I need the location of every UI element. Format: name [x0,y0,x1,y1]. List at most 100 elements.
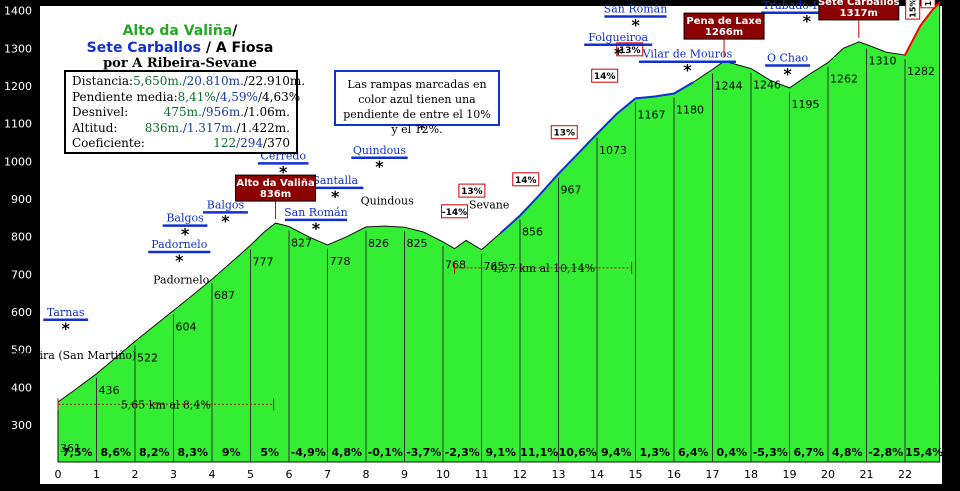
stats-value-3: /22.910m. [243,74,306,88]
place-marker-icon: * [175,251,184,270]
summit-box [683,12,765,40]
summit-name: Pena de Laxe [686,16,761,27]
ramp-label-box [920,0,936,9]
y-tick-label: 700 [11,268,32,281]
x-tick-label: 19 [783,468,797,481]
segment-gradient-label: 9,1% [485,446,516,459]
y-tick-label: 600 [11,306,32,319]
y-tick-label: 1400 [4,5,32,18]
place-marker-icon: * [614,44,623,63]
title-line2-sep: / [200,40,216,56]
stats-value-2: /1.317m. [182,120,237,135]
place-marker-icon: * [683,61,692,80]
stats-value-2: /294 [236,136,264,150]
ramp-label-vertical: 15% - 18% [924,0,933,6]
ramp-label: 13% [554,129,576,139]
place-marker-icon: * [375,157,384,176]
spot-height-label: 826 [368,237,389,250]
y-tick-label: 900 [11,193,32,206]
x-tick-label: 14 [590,468,604,481]
spot-height-label: 765 [484,260,505,273]
place-label: A Ribeira (San Martiño) [2,349,137,362]
stats-row: Desnivel: 475m./956m./1.06m. [72,105,290,121]
title-line1: Alto da Valiña [122,23,233,39]
segment-gradient-label: 4,8% [331,446,362,459]
place-marker-icon: * [279,162,288,181]
segment-gradient-label: 6,7% [793,446,824,459]
stats-value-3: /4,63% [257,89,301,104]
segment-gradient-label: -0,1% [368,446,403,459]
segment-gradient-label: 9% [222,446,241,459]
segment-gradient-label: 11,1% [520,446,558,459]
segment-gradient-label: -3,7% [406,446,441,459]
place-label: Quindous [353,144,406,157]
spot-height-label: 1167 [638,108,666,121]
summit-altitude: 1317m [840,8,878,19]
stats-row: Altitud: 836m./1.317m./1.422m. [72,121,290,137]
stats-label: Desnivel: [72,105,129,119]
stats-value-2: /956m. [201,105,245,119]
segment-gradient-label: -5,3% [753,446,788,459]
segment-gradient-label: 9,4% [601,446,632,459]
ramp-label: 14% [594,72,616,82]
stats-label: Altitud: [72,120,118,135]
title-line2a: Sete Carballos [86,40,201,56]
place-label: Folgueiroa [588,31,648,44]
title-line1-sep: / [232,23,238,39]
place-label: Vilar de Mouros [642,48,733,61]
spot-height-label: 1422 [942,12,960,25]
ramp-label-box [550,125,578,140]
stats-value-1: 8,41% [177,89,216,104]
stats-value-1: 5,650m. [133,74,183,88]
spot-height-label: 436 [99,384,120,397]
stats-box: Distancia: 5,650m./20.810m./22.910m. Pend… [64,70,305,154]
stats-row: Pendiente media: 8,41%/4,59%/4,63% [72,89,300,106]
segment-gradient-label: 4,8% [832,446,863,459]
x-tick-label: 18 [744,468,758,481]
title-line2b: A Fiosa [215,40,274,56]
x-tick-label: 16 [667,468,681,481]
place-marker-icon: * [631,16,640,35]
spot-height-label: 604 [176,320,197,333]
stats-value-1: 836m. [144,120,183,135]
ramp-label-box [616,42,644,57]
place-label: Balgos [207,198,245,211]
spot-height-label: 1180 [676,104,704,117]
ramp-label-box [441,204,469,219]
x-tick-label: 2 [132,468,139,481]
segment-gradient-label: -2,8% [868,446,903,459]
stats-label: Coeficiente: [72,136,145,150]
stats-value-2: /4,59% [215,89,258,104]
ramp-label-box [905,0,921,20]
y-tick-label: 400 [11,381,32,394]
x-tick-label: 21 [860,468,874,481]
spot-height-label: 1246 [753,79,781,92]
x-tick-label: 10 [436,468,450,481]
spot-height-label: 1195 [792,98,820,111]
x-tick-label: 1 [93,468,100,481]
x-tick-label: 0 [55,468,62,481]
spot-height-label: 1282 [907,65,935,78]
ramp-label-box [591,68,619,83]
place-label: Balgos [166,212,204,225]
segment-gradient-label: 5% [260,446,279,459]
ramp-label: 13% [619,46,641,56]
ramp-note-box: Las rampas marcadas en color azul tienen… [334,70,500,136]
place-label: San Román [284,206,348,219]
y-tick-label: 1300 [4,42,32,55]
spot-height-label: 827 [291,236,312,249]
stats-value-2: /20.810m. [182,74,244,88]
place-marker-icon: * [312,219,321,238]
place-label: Quindous [361,195,414,208]
y-tick-label: 300 [11,419,32,432]
ramp-label: 14% [515,176,537,186]
spot-height-label: 361 [60,442,81,455]
spot-height-label: 825 [407,237,428,250]
x-tick-label: 6 [286,468,293,481]
place-marker-icon: * [783,64,792,83]
segment-gradient-label: 7,5% [62,446,93,459]
place-label: O Chao [767,51,809,64]
place-label: Sevane [469,198,509,211]
spot-height-label: 967 [561,184,582,197]
stats-value-1: 475m. [163,105,202,119]
